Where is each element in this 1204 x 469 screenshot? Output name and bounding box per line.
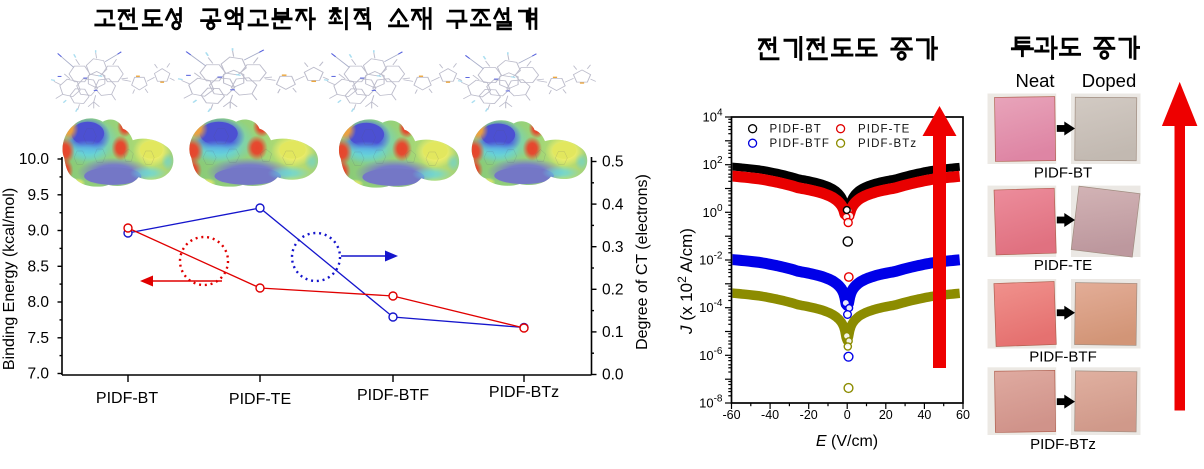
svg-text:PIDF-BT: PIDF-BT bbox=[1034, 165, 1092, 182]
svg-text:40: 40 bbox=[917, 408, 931, 422]
svg-text:8.5: 8.5 bbox=[27, 259, 49, 276]
svg-text:9.0: 9.0 bbox=[27, 223, 49, 240]
svg-text:Binding Energy (kcal/mol): Binding Energy (kcal/mol) bbox=[1, 188, 18, 370]
svg-text:J (x 102 A/cm): J (x 102 A/cm) bbox=[675, 228, 696, 335]
svg-text:0.3: 0.3 bbox=[602, 239, 624, 256]
svg-text:0.2: 0.2 bbox=[602, 282, 624, 299]
svg-text:PIDF-BTz: PIDF-BTz bbox=[858, 138, 917, 150]
svg-text:PIDF-BTz: PIDF-BTz bbox=[1030, 436, 1096, 453]
svg-text:7.5: 7.5 bbox=[27, 330, 49, 347]
svg-text:7.0: 7.0 bbox=[27, 366, 49, 383]
svg-text:0.1: 0.1 bbox=[602, 324, 624, 341]
svg-text:20: 20 bbox=[879, 408, 893, 422]
svg-text:0.0: 0.0 bbox=[602, 367, 624, 384]
svg-text:-20: -20 bbox=[800, 408, 818, 422]
svg-text:0.5: 0.5 bbox=[602, 154, 624, 171]
svg-text:Neat: Neat bbox=[1015, 70, 1054, 91]
svg-text:PIDF-TE: PIDF-TE bbox=[229, 391, 291, 408]
svg-text:Doped: Doped bbox=[1082, 70, 1137, 91]
svg-text:PIDF-BTF: PIDF-BTF bbox=[1029, 349, 1097, 366]
svg-text:60: 60 bbox=[956, 408, 970, 422]
svg-text:-40: -40 bbox=[761, 408, 779, 422]
svg-text:-60: -60 bbox=[722, 408, 740, 422]
svg-text:0.4: 0.4 bbox=[602, 196, 624, 213]
svg-text:PIDF-BT: PIDF-BT bbox=[770, 124, 822, 136]
svg-text:PIDF-BTF: PIDF-BTF bbox=[770, 138, 831, 150]
svg-text:0: 0 bbox=[844, 408, 851, 422]
svg-text:10.0: 10.0 bbox=[19, 151, 50, 168]
svg-text:PIDF-BT: PIDF-BT bbox=[96, 390, 158, 407]
svg-text:PIDF-BTz: PIDF-BTz bbox=[489, 384, 559, 401]
svg-text:PIDF-BTF: PIDF-BTF bbox=[357, 387, 429, 404]
svg-text:Degree of CT (electrons): Degree of CT (electrons) bbox=[634, 174, 651, 350]
svg-text:E (V/cm): E (V/cm) bbox=[816, 433, 878, 450]
svg-text:PIDF-TE: PIDF-TE bbox=[858, 124, 910, 136]
svg-text:8.0: 8.0 bbox=[27, 294, 49, 311]
svg-text:PIDF-TE: PIDF-TE bbox=[1034, 257, 1092, 274]
svg-text:9.5: 9.5 bbox=[27, 187, 49, 204]
